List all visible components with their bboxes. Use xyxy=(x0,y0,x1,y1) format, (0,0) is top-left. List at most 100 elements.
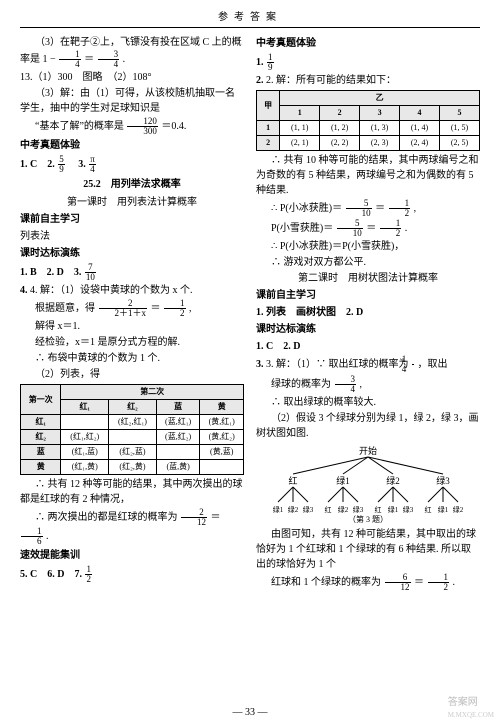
r2b: ∴ 共有 10 种等可能的结果，其中两球编号之和为奇数的有 5 种结果，两球编号… xyxy=(256,153,480,198)
tree-root: 开始 xyxy=(359,445,377,456)
text: “基本了解”的概率是 xyxy=(35,121,124,132)
columns: （3）在靶子②上，飞镖没有投在区域 C 上的概率是 1 − 14 ＝ 34 . … xyxy=(20,34,480,593)
tail: ，取出 xyxy=(418,359,448,370)
text: （3）在靶子②上，飞镖没有投在区域 C 上的概率是 1 − xyxy=(20,37,242,65)
cell: (1, 1) xyxy=(280,121,320,136)
text: 根据题意，得 xyxy=(35,303,95,314)
leaf: 绿3 xyxy=(303,505,314,514)
leaf: 绿1 xyxy=(388,505,399,514)
right-column: 中考真题体验 1. 19 2. 2. 解：所有可能的结果如下： 甲 乙 1 2 … xyxy=(256,34,480,593)
l1-0: 红 xyxy=(288,475,297,486)
frac-6-12: 612 xyxy=(385,573,411,592)
lb-shu: 1. 列表 画树状图 2. D xyxy=(256,305,480,320)
q4f: （2）列表，得 xyxy=(20,367,244,382)
col: 蓝 xyxy=(156,400,200,415)
dclh-right: 课时达标演练 xyxy=(256,322,480,337)
leaf: 绿2 xyxy=(338,505,349,514)
q3e: 由图可知，共有 12 种可能结果，其中取出的球恰好为 1 个红球和 1 个绿球的… xyxy=(256,527,480,572)
leaf: 红 xyxy=(425,505,432,514)
q12-3: （3）在靶子②上，飞镖没有投在区域 C 上的概率是 1 − 14 ＝ 34 . xyxy=(20,35,244,69)
r2d: P(小雪获胜)＝ 510 ＝ 12 . xyxy=(256,219,480,238)
q4h: ∴ 两次摸出的都是红球的概率为 212 ＝ 16 . xyxy=(20,508,244,546)
wm-main: 答案网 xyxy=(448,697,478,708)
q13-1: 13.（1）300 图略 （2）108° xyxy=(20,70,244,85)
dclh-left: 课时达标演练 xyxy=(20,246,244,261)
rowh: 黄 xyxy=(21,460,61,475)
frac-1-2: 12 xyxy=(164,299,186,318)
leaf: 绿2 xyxy=(288,505,299,514)
cell: (1, 3) xyxy=(360,121,400,136)
frac-1-9: 19 xyxy=(267,53,274,72)
page-header: 参考答案 xyxy=(20,10,480,28)
col: 黄 xyxy=(200,400,244,415)
leaf: 绿2 xyxy=(453,505,464,514)
leaf: 绿3 xyxy=(403,505,414,514)
zhongkao-title-right: 中考真题体验 xyxy=(256,36,480,51)
q3f: 红球和 1 个绿球的概率为 612 ＝ 12 . xyxy=(256,573,480,592)
cell xyxy=(109,430,157,445)
cell: (红₁,红₂) xyxy=(61,430,109,445)
leaf: 绿1 xyxy=(438,505,449,514)
leaf: 红 xyxy=(375,505,382,514)
cell: (2, 3) xyxy=(360,136,400,151)
table-jia-yi: 甲 乙 1 2 3 4 5 1 (1, 1) (1, 2) (1, 3) (1,… xyxy=(256,90,480,151)
cell: (1, 5) xyxy=(440,121,480,136)
q4e: ∴ 布袋中黄球的个数为 1 个. xyxy=(20,351,244,366)
col: 4 xyxy=(400,106,440,121)
r1: 1. 19 xyxy=(256,53,480,72)
text: 2. 解：所有可能的结果如下： xyxy=(266,75,396,86)
section-25-2: 25.2 用列举法求概率 xyxy=(20,177,244,192)
hdr-first: 第一次 xyxy=(21,385,61,415)
text: 1. C 2. xyxy=(20,159,55,170)
l1-1: 绿1 xyxy=(336,475,350,486)
frac-120-300: 120300 xyxy=(127,117,158,136)
text: 1. B 2. D 3. xyxy=(20,267,81,278)
eq: ＝ xyxy=(375,203,385,214)
autonomy-right: 课前自主学习 xyxy=(256,288,480,303)
page-number: — 33 — xyxy=(0,705,500,720)
frac-5-9: 59 xyxy=(58,155,65,174)
cell: (黄,红₁) xyxy=(200,415,244,430)
q4c: 解得 x＝1. xyxy=(20,319,244,334)
cell: (1, 4) xyxy=(400,121,440,136)
hdr-jia: 甲 xyxy=(257,91,280,121)
rowh: 蓝 xyxy=(21,445,61,460)
cell: (红₁,蓝) xyxy=(61,445,109,460)
rowh: 红₂ xyxy=(21,430,61,445)
cell: (1, 2) xyxy=(320,121,360,136)
cell: (黄,红₂) xyxy=(200,430,244,445)
frac-3-4-r: 34 xyxy=(335,375,357,394)
cell xyxy=(200,460,244,475)
frac-1-2-b: 12 xyxy=(85,565,92,584)
q3d: （2）假设 3 个绿球分别为绿 1，绿 2，绿 3，画树状图如图. xyxy=(256,411,480,441)
eq: ＝ xyxy=(366,223,376,234)
q3c: ∴ 取出绿球的概率较大. xyxy=(256,395,480,410)
frac-2-2x: 22＋1＋x xyxy=(99,299,148,318)
frac-pi-4: π4 xyxy=(89,155,96,174)
cell: (2, 2) xyxy=(320,136,360,151)
text: ∴ P(小冰获胜)＝ xyxy=(271,203,342,214)
hdr-yi: 乙 xyxy=(280,91,480,106)
q4b: 根据题意，得 22＋1＋x ＝ 12 , xyxy=(20,299,244,318)
eq: ＝ xyxy=(211,512,221,523)
frac-1-4-r: 14 xyxy=(412,355,414,374)
frac-5-10b: 510 xyxy=(337,219,363,238)
q3a: 3. 3. 解：（1）∵ 取出红球的概率为 14 ，取出 xyxy=(256,355,480,374)
cell: (蓝,红₂) xyxy=(156,430,200,445)
r2a: 2. 2. 解：所有可能的结果如下： xyxy=(256,73,480,88)
col: 5 xyxy=(440,106,480,121)
text: 5. C 6. D 7. xyxy=(20,569,82,580)
frac-1-2a: 12 xyxy=(389,199,411,218)
text: P(小雪获胜)＝ xyxy=(271,223,333,234)
liebiao: 列表法 xyxy=(20,229,244,244)
frac-1-6: 16 xyxy=(21,527,43,546)
cell: (红₂,蓝) xyxy=(109,445,157,460)
col: 红₂ xyxy=(109,400,157,415)
eq: ＝ xyxy=(84,54,94,65)
q3b: 绿球的概率为 34 , xyxy=(256,375,480,394)
hdr-second: 第二次 xyxy=(61,385,244,400)
tree-caption: （第 3 题） xyxy=(348,514,388,524)
frac-1-4: 14 xyxy=(59,50,81,69)
zt-answers-left: 1. C 2. 59 3. π4 xyxy=(20,155,244,174)
eq: ＝ xyxy=(414,577,424,588)
